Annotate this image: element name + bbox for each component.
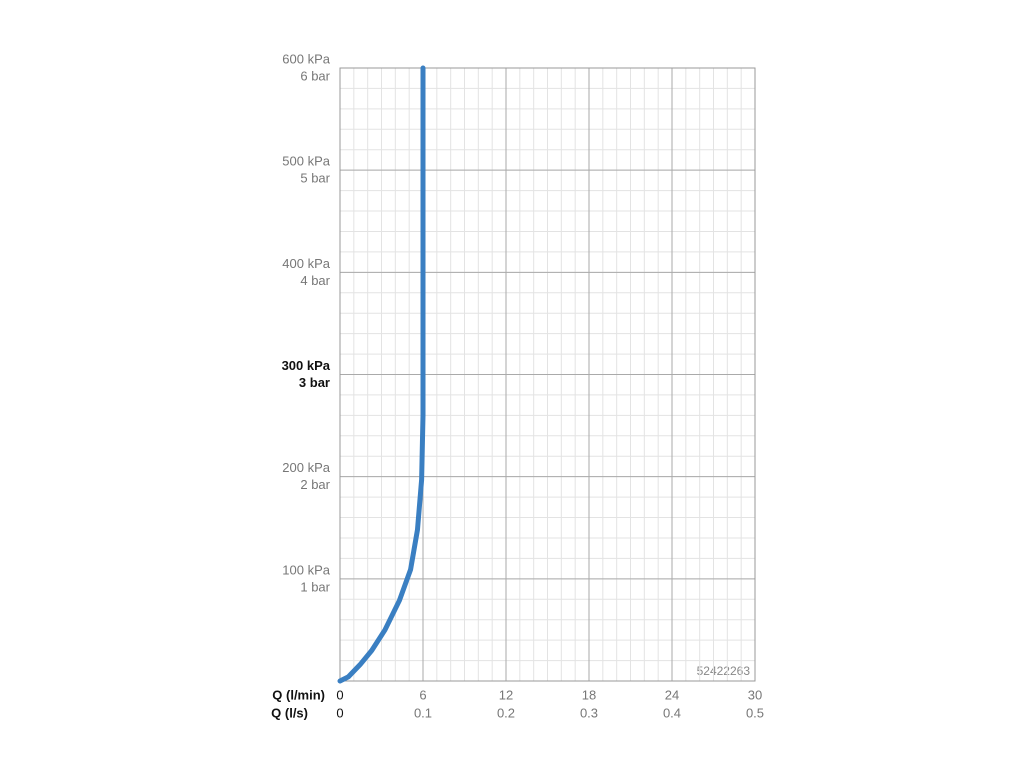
y2-tick-label: 6 bar	[300, 68, 330, 83]
y-tick-label: 400 kPa	[282, 256, 330, 271]
x2-tick-label: 0.3	[580, 705, 598, 720]
x2-axis-label: Q (l/s)	[271, 705, 308, 720]
annotation: 52422263	[697, 664, 751, 678]
y-tick-label: 500 kPa	[282, 154, 330, 169]
curve	[337, 65, 426, 684]
x2-tick-label: 0.1	[414, 705, 432, 720]
y-tick-label: 100 kPa	[282, 562, 330, 577]
y-tick-label: 300 kPa	[282, 358, 331, 373]
x2-tick-label: 0.5	[746, 705, 764, 720]
x2-tick-label: 0	[336, 705, 343, 720]
x-tick-label: 0	[336, 687, 343, 702]
y2-tick-label: 4 bar	[300, 273, 330, 288]
y2-tick-label: 5 bar	[300, 171, 330, 186]
y2-tick-label: 3 bar	[299, 375, 330, 390]
x2-tick-label: 0.4	[663, 705, 681, 720]
x-tick-label: 12	[499, 687, 513, 702]
x-tick-label: 24	[665, 687, 679, 702]
x-tick-label: 18	[582, 687, 596, 702]
y-tick-label: 600 kPa	[282, 51, 330, 66]
y2-tick-label: 1 bar	[300, 579, 330, 594]
x-tick-label: 30	[748, 687, 762, 702]
x-axis-label: Q (l/min)	[272, 687, 325, 702]
plot-frame	[339, 67, 756, 682]
x2-tick-label: 0.2	[497, 705, 515, 720]
y2-tick-label: 2 bar	[300, 477, 330, 492]
grid	[339, 67, 756, 682]
y-tick-label: 200 kPa	[282, 460, 330, 475]
x-tick-label: 6	[419, 687, 426, 702]
